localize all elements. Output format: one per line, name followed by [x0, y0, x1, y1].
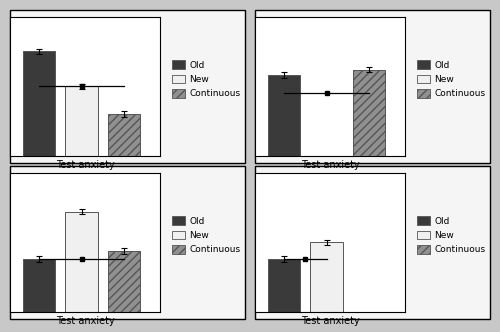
Legend: Old, New, Continuous: Old, New, Continuous: [172, 216, 240, 254]
Bar: [22, 51, 55, 156]
Text: (a): (a): [77, 195, 93, 205]
X-axis label: Test anxiety: Test anxiety: [300, 316, 360, 326]
Bar: [353, 70, 386, 156]
Bar: [268, 259, 300, 312]
X-axis label: Test anxiety: Test anxiety: [56, 160, 114, 170]
Bar: [66, 86, 98, 156]
Legend: Old, New, Continuous: Old, New, Continuous: [417, 60, 486, 98]
X-axis label: Test anxiety: Test anxiety: [56, 316, 114, 326]
Bar: [66, 212, 98, 312]
Legend: Old, New, Continuous: Old, New, Continuous: [172, 60, 240, 98]
Bar: [108, 251, 140, 312]
Bar: [22, 259, 55, 312]
Bar: [268, 75, 300, 156]
Bar: [310, 242, 342, 312]
X-axis label: Test anxiety: Test anxiety: [300, 160, 360, 170]
Text: (b): (b): [322, 195, 338, 205]
Legend: Old, New, Continuous: Old, New, Continuous: [417, 216, 486, 254]
Bar: [108, 114, 140, 156]
